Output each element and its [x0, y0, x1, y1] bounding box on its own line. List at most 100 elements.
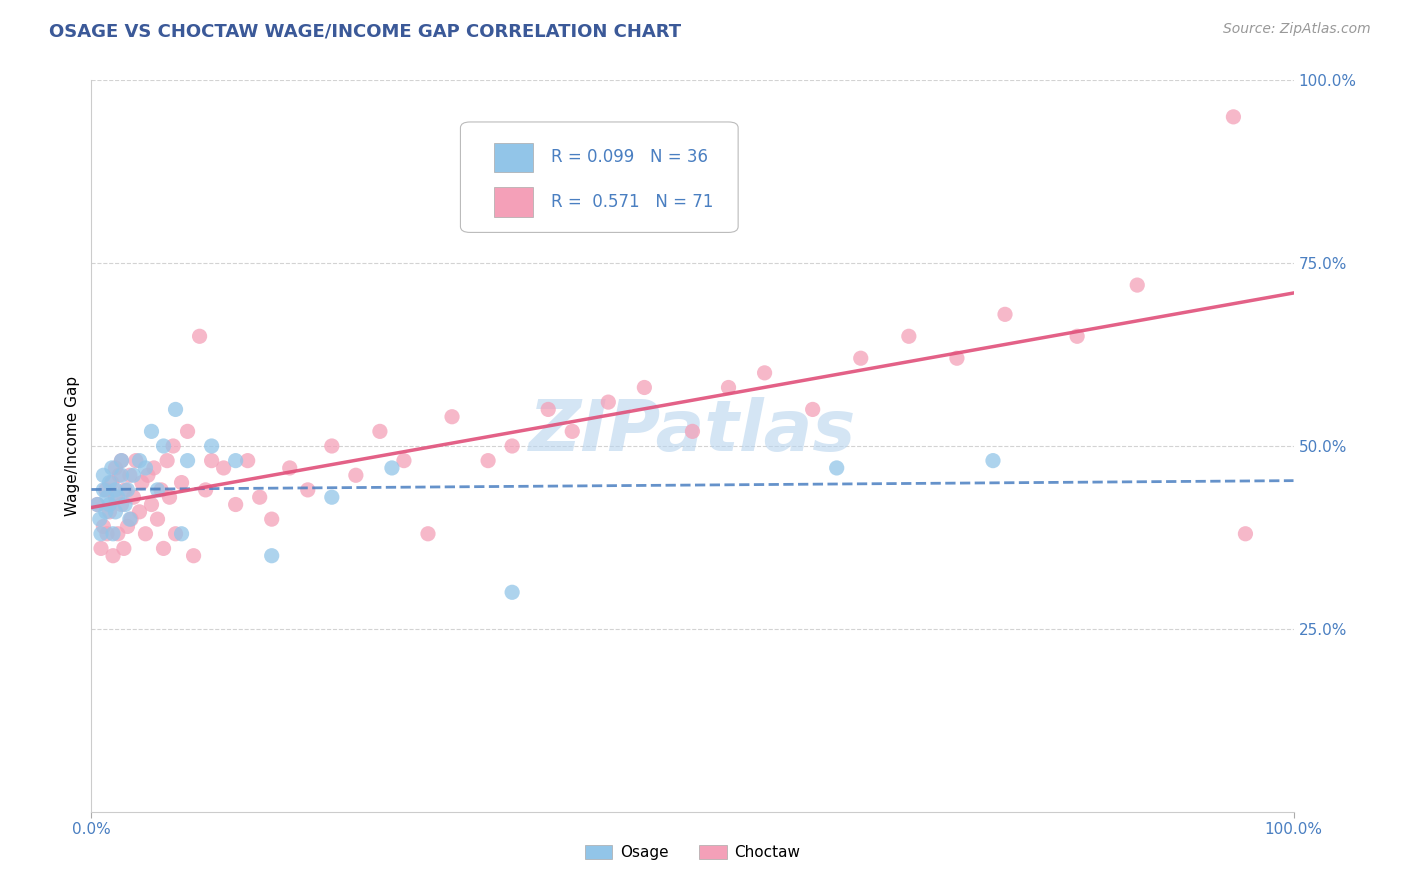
Point — [392, 453, 415, 467]
Point — [225, 498, 247, 512]
Point — [201, 439, 224, 453]
Point — [278, 461, 301, 475]
Point — [120, 512, 142, 526]
Point — [501, 439, 523, 453]
Point — [98, 475, 121, 490]
Point — [104, 505, 127, 519]
Point — [104, 483, 127, 497]
Point — [260, 512, 283, 526]
Point — [141, 425, 163, 439]
Point — [159, 490, 181, 504]
Point — [188, 329, 211, 343]
Text: R = 0.099   N = 36: R = 0.099 N = 36 — [551, 148, 707, 167]
Point — [717, 380, 740, 394]
Point — [416, 526, 439, 541]
Point — [183, 549, 205, 563]
Point — [93, 519, 115, 533]
Point — [477, 453, 499, 467]
Point — [107, 526, 129, 541]
Point — [86, 498, 108, 512]
Point — [114, 498, 136, 512]
Point — [1222, 110, 1244, 124]
Point — [122, 468, 145, 483]
Point — [101, 461, 124, 475]
Point — [501, 585, 523, 599]
Point — [90, 526, 112, 541]
Point — [101, 526, 124, 541]
Point — [110, 498, 132, 512]
Point — [150, 483, 173, 497]
Point — [101, 549, 124, 563]
FancyBboxPatch shape — [494, 143, 533, 172]
Point — [212, 461, 235, 475]
Point — [321, 490, 343, 504]
Point — [114, 483, 136, 497]
Point — [1126, 278, 1149, 293]
Point — [94, 505, 117, 519]
Point — [134, 526, 156, 541]
Point — [146, 512, 169, 526]
Point — [897, 329, 920, 343]
Point — [146, 483, 169, 497]
Point — [170, 475, 193, 490]
Text: OSAGE VS CHOCTAW WAGE/INCOME GAP CORRELATION CHART: OSAGE VS CHOCTAW WAGE/INCOME GAP CORRELA… — [49, 22, 682, 40]
Point — [561, 425, 583, 439]
Point — [93, 483, 115, 497]
Point — [165, 402, 187, 417]
FancyBboxPatch shape — [460, 122, 738, 233]
Point — [141, 498, 163, 512]
Point — [136, 468, 159, 483]
Point — [93, 468, 115, 483]
Point — [104, 461, 127, 475]
Point — [125, 453, 148, 467]
Point — [946, 351, 969, 366]
Point — [94, 483, 117, 497]
Point — [176, 453, 198, 467]
Point — [96, 490, 118, 504]
Point — [86, 498, 108, 512]
Point — [981, 453, 1004, 467]
Point — [165, 526, 187, 541]
Point — [201, 453, 224, 467]
Point — [754, 366, 776, 380]
Point — [344, 468, 367, 483]
Point — [537, 402, 560, 417]
Point — [118, 468, 141, 483]
Y-axis label: Wage/Income Gap: Wage/Income Gap — [65, 376, 80, 516]
Point — [112, 541, 135, 556]
Point — [236, 453, 259, 467]
Point — [598, 395, 620, 409]
Point — [176, 425, 198, 439]
Point — [90, 541, 112, 556]
Point — [170, 526, 193, 541]
Point — [849, 351, 872, 366]
Point — [110, 453, 132, 467]
Point — [994, 307, 1017, 321]
Point — [117, 519, 139, 533]
Point — [440, 409, 463, 424]
Point — [825, 461, 848, 475]
Point — [381, 461, 404, 475]
Point — [117, 483, 139, 497]
Point — [98, 505, 121, 519]
Point — [152, 541, 174, 556]
Point — [321, 439, 343, 453]
Point — [152, 439, 174, 453]
Point — [260, 549, 283, 563]
Point — [96, 526, 118, 541]
Point — [156, 453, 179, 467]
Point — [131, 475, 153, 490]
Point — [249, 490, 271, 504]
Point — [89, 512, 111, 526]
Text: R =  0.571   N = 71: R = 0.571 N = 71 — [551, 193, 713, 211]
Point — [194, 483, 217, 497]
Point — [107, 490, 129, 504]
Point — [1066, 329, 1088, 343]
Legend: Osage, Choctaw: Osage, Choctaw — [579, 838, 806, 866]
Text: ZIPatlas: ZIPatlas — [529, 397, 856, 466]
Point — [128, 505, 150, 519]
Point — [108, 468, 131, 483]
Point — [1234, 526, 1257, 541]
Point — [801, 402, 824, 417]
Point — [142, 461, 165, 475]
